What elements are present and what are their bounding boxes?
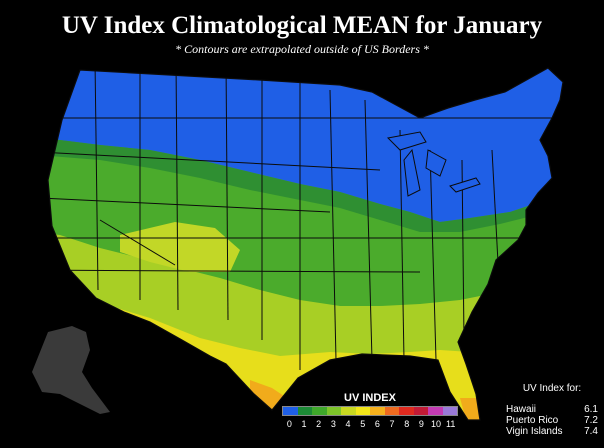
uv-legend: UV INDEX 0 1 2 3 4 5 6 7 8 9 10 11 xyxy=(282,392,458,429)
uv-location-name: Hawaii xyxy=(506,404,537,415)
legend-swatch xyxy=(370,407,385,415)
legend-ticks: 0 1 2 3 4 5 6 7 8 9 10 11 xyxy=(282,419,458,429)
legend-swatch xyxy=(442,407,457,415)
legend-swatch xyxy=(283,407,298,415)
legend-swatch xyxy=(341,407,356,415)
legend-swatch xyxy=(384,407,399,415)
legend-tick-label: 1 xyxy=(301,419,307,429)
legend-swatch xyxy=(312,407,327,415)
us-outline xyxy=(47,67,564,421)
uv-for-title: UV Index for: xyxy=(522,383,582,394)
uv-location-value: 7.4 xyxy=(584,426,598,437)
legend-swatch xyxy=(413,407,428,415)
legend-swatch xyxy=(326,407,341,415)
legend-tick-label: 10 xyxy=(431,419,442,429)
legend-tick-label: 0 xyxy=(286,419,292,429)
uv-location-name: Puerto Rico xyxy=(506,415,559,426)
legend-swatch xyxy=(399,407,414,415)
band-uv-1 xyxy=(48,68,563,222)
legend-tick-label: 2 xyxy=(316,419,322,429)
legend-tick-label: 6 xyxy=(374,419,380,429)
legend-tick-label: 4 xyxy=(345,419,351,429)
alaska-shape xyxy=(32,326,110,414)
state-borders xyxy=(48,68,563,370)
uv-location-value: 6.1 xyxy=(584,404,598,415)
uv-location-row: Puerto Rico 7.2 xyxy=(506,415,598,426)
legend-color-bar xyxy=(282,406,458,416)
band-uv-3-light xyxy=(120,222,240,272)
legend-tick-label: 11 xyxy=(446,419,456,429)
uv-location-name: Vigin Islands xyxy=(506,426,563,437)
legend-tick-label: 8 xyxy=(404,419,410,429)
great-lakes xyxy=(386,131,481,197)
band-uv-2 xyxy=(48,135,563,232)
legend-title: UV INDEX xyxy=(344,392,396,404)
legend-swatch xyxy=(355,407,370,415)
legend-tick-label: 3 xyxy=(330,419,336,429)
uv-index-for-panel: UV Index for: Hawaii 6.1 Puerto Rico 7.2… xyxy=(506,383,598,437)
page-subtitle: * Contours are extrapolated outside of U… xyxy=(175,42,429,56)
legend-tick-label: 7 xyxy=(389,419,395,429)
legend-swatch xyxy=(297,407,312,415)
uv-location-value: 7.2 xyxy=(584,415,598,426)
legend-tick-label: 9 xyxy=(418,419,424,429)
uv-location-row: Vigin Islands 7.4 xyxy=(506,426,598,437)
page-title: UV Index Climatological MEAN for January xyxy=(61,12,543,39)
legend-swatch xyxy=(428,407,443,415)
band-uv-5-fl xyxy=(460,398,484,420)
uv-location-row: Hawaii 6.1 xyxy=(506,404,598,415)
legend-tick-label: 5 xyxy=(360,419,366,429)
